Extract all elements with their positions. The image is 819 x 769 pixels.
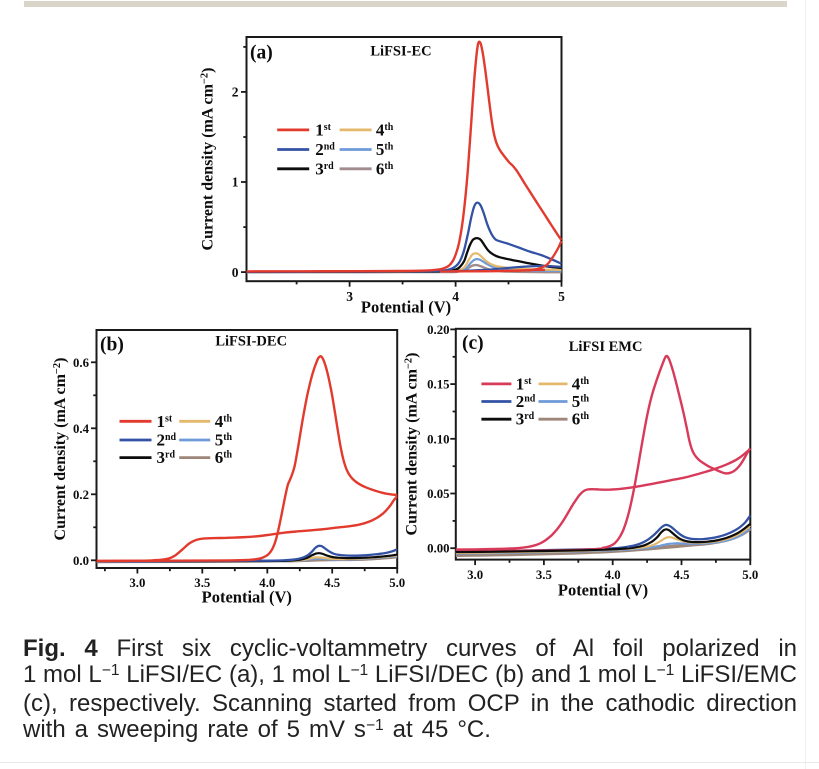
svg-text:3.5: 3.5 xyxy=(536,568,552,582)
svg-text:3.0: 3.0 xyxy=(467,568,483,582)
svg-text:0.10: 0.10 xyxy=(427,432,449,446)
svg-text:1st: 1st xyxy=(157,412,173,431)
svg-text:2nd: 2nd xyxy=(157,431,177,450)
svg-text:5th: 5th xyxy=(376,140,394,159)
svg-text:4.0: 4.0 xyxy=(605,568,621,582)
svg-text:2nd: 2nd xyxy=(315,140,335,159)
svg-text:6th: 6th xyxy=(376,159,394,178)
svg-text:2: 2 xyxy=(232,85,239,100)
svg-text:4.5: 4.5 xyxy=(674,568,690,582)
svg-text:0.15: 0.15 xyxy=(427,378,449,392)
svg-text:6th: 6th xyxy=(215,448,233,467)
svg-text:4.5: 4.5 xyxy=(324,576,340,590)
svg-text:0: 0 xyxy=(232,265,239,280)
svg-text:4th: 4th xyxy=(215,412,233,431)
svg-text:4: 4 xyxy=(452,289,459,304)
svg-text:(a): (a) xyxy=(250,43,273,64)
svg-text:3rd: 3rd xyxy=(315,159,334,178)
svg-text:3: 3 xyxy=(346,289,353,304)
svg-text:0.0: 0.0 xyxy=(73,554,89,568)
svg-text:LiFSI EMC: LiFSI EMC xyxy=(569,339,643,355)
svg-text:6th: 6th xyxy=(572,410,590,429)
svg-text:Current density (mA cm−2): Current density (mA cm−2) xyxy=(200,68,217,251)
svg-text:Potential (V): Potential (V) xyxy=(202,588,292,607)
svg-text:3rd: 3rd xyxy=(157,448,176,467)
svg-text:0.00: 0.00 xyxy=(427,542,449,556)
svg-text:0.6: 0.6 xyxy=(73,356,90,370)
svg-text:Potential (V): Potential (V) xyxy=(558,581,648,600)
svg-text:Current density (mA cm−2): Current density (mA cm−2) xyxy=(52,358,69,541)
svg-text:3.5: 3.5 xyxy=(194,576,210,590)
svg-text:3rd: 3rd xyxy=(516,410,535,429)
svg-text:5.0: 5.0 xyxy=(389,576,405,590)
svg-text:5.0: 5.0 xyxy=(742,568,758,582)
svg-text:1st: 1st xyxy=(516,374,532,393)
svg-text:3.0: 3.0 xyxy=(129,576,145,590)
svg-text:2nd: 2nd xyxy=(516,392,536,411)
svg-text:4th: 4th xyxy=(376,120,394,139)
svg-text:Current density (mA cm−2): Current density (mA cm−2) xyxy=(404,353,421,536)
svg-text:1: 1 xyxy=(232,175,239,190)
svg-text:1st: 1st xyxy=(315,120,331,139)
svg-text:LiFSI-DEC: LiFSI-DEC xyxy=(215,334,287,350)
svg-text:0.05: 0.05 xyxy=(427,487,449,501)
svg-text:5th: 5th xyxy=(215,431,233,450)
svg-text:(c): (c) xyxy=(462,333,484,354)
svg-text:0.2: 0.2 xyxy=(73,488,89,502)
svg-text:4.0: 4.0 xyxy=(259,576,275,590)
svg-text:(b): (b) xyxy=(100,335,124,356)
svg-text:4th: 4th xyxy=(572,374,590,393)
svg-text:Potential (V): Potential (V) xyxy=(361,298,451,317)
svg-text:LiFSI-EC: LiFSI-EC xyxy=(370,44,431,60)
svg-text:0.20: 0.20 xyxy=(427,323,449,337)
svg-text:5: 5 xyxy=(558,289,565,304)
svg-text:0.4: 0.4 xyxy=(73,422,90,436)
svg-text:5th: 5th xyxy=(572,392,590,411)
